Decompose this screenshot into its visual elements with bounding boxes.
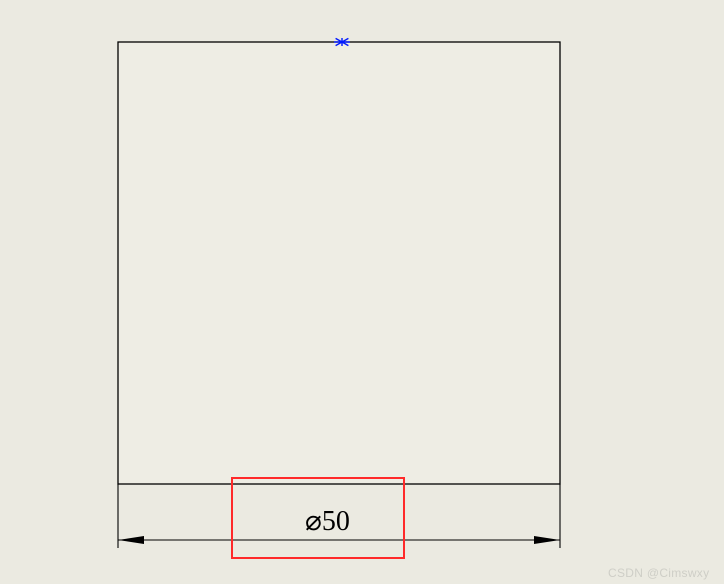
drawing-canvas: ⌀50 CSDN @Cimswxy — [0, 0, 724, 584]
cad-svg — [0, 0, 724, 584]
snap-marker-icon — [334, 38, 350, 46]
watermark-text: CSDN @Cimswxy — [608, 566, 709, 580]
dimension-label: ⌀50 — [305, 508, 350, 536]
